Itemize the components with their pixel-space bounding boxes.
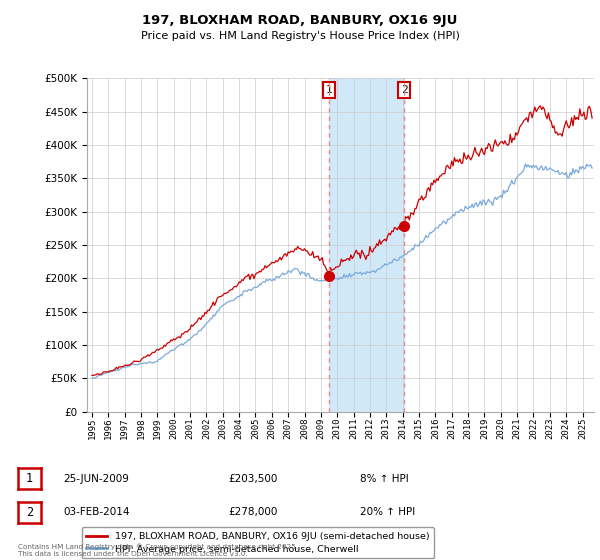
Text: Price paid vs. HM Land Registry's House Price Index (HPI): Price paid vs. HM Land Registry's House … <box>140 31 460 41</box>
Text: £203,500: £203,500 <box>228 474 277 484</box>
Text: 20% ↑ HPI: 20% ↑ HPI <box>360 507 415 517</box>
Text: 2: 2 <box>401 85 407 95</box>
Text: 1: 1 <box>325 85 332 95</box>
Text: Contains HM Land Registry data © Crown copyright and database right 2025.
This d: Contains HM Land Registry data © Crown c… <box>18 544 298 557</box>
Text: 25-JUN-2009: 25-JUN-2009 <box>63 474 129 484</box>
Legend: 197, BLOXHAM ROAD, BANBURY, OX16 9JU (semi-detached house), HPI: Average price, : 197, BLOXHAM ROAD, BANBURY, OX16 9JU (se… <box>82 528 434 558</box>
Text: 2: 2 <box>26 506 33 519</box>
Text: £278,000: £278,000 <box>228 507 277 517</box>
Bar <box>329 78 404 412</box>
Text: 197, BLOXHAM ROAD, BANBURY, OX16 9JU: 197, BLOXHAM ROAD, BANBURY, OX16 9JU <box>142 14 458 27</box>
Text: 8% ↑ HPI: 8% ↑ HPI <box>360 474 409 484</box>
Text: 1: 1 <box>26 472 33 486</box>
Text: 03-FEB-2014: 03-FEB-2014 <box>63 507 130 517</box>
